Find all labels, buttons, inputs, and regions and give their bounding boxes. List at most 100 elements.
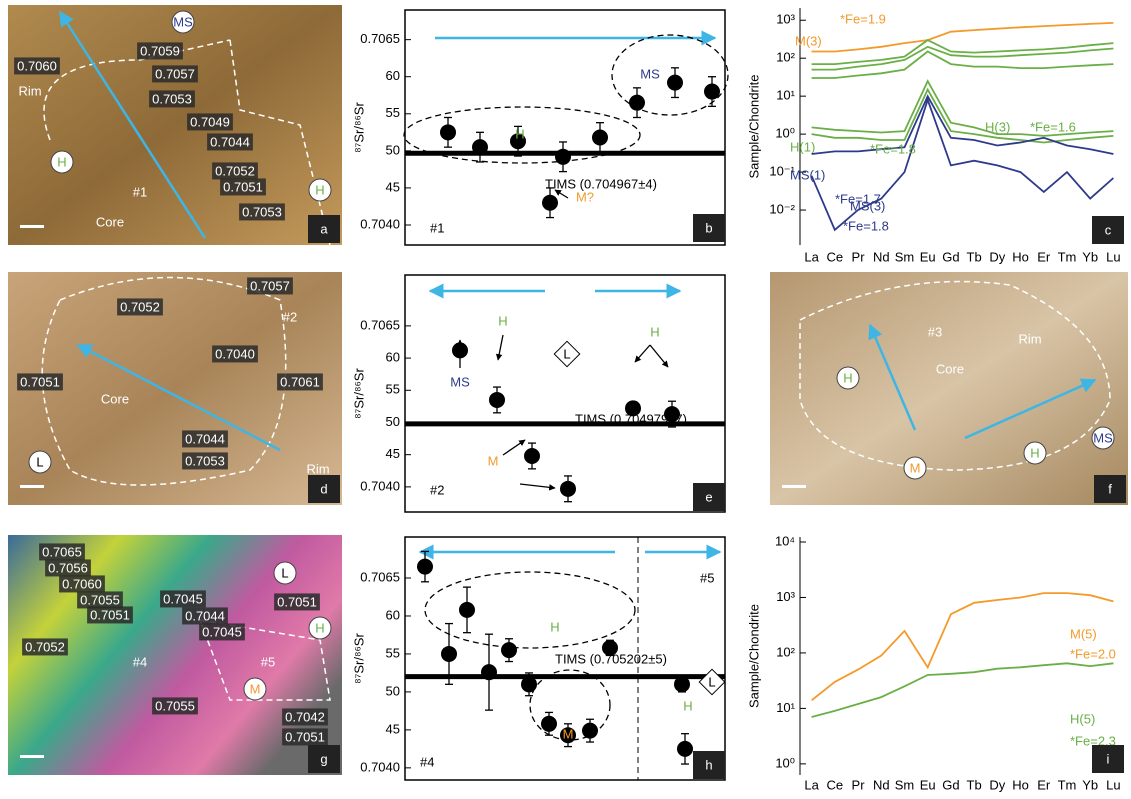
x-tick-label: La <box>804 777 819 792</box>
y-tick-label: 10⁰ <box>775 126 795 141</box>
annotation: #2 <box>430 482 444 497</box>
spot-value: 0.7060 <box>17 58 57 73</box>
data-point <box>664 406 680 422</box>
spot-value: 0.7045 <box>163 591 203 606</box>
marker-label: L <box>36 454 43 469</box>
y-tick-label: 10² <box>776 644 795 659</box>
series-label: H(1) <box>790 139 815 154</box>
marker-label: M <box>910 460 921 475</box>
group-label: H <box>498 313 507 328</box>
marker-label: MS <box>173 14 193 29</box>
photo-label: Rim <box>18 83 41 98</box>
photo-label: #4 <box>133 654 147 669</box>
y-tick-label: 10² <box>776 50 795 65</box>
x-tick-label: Sm <box>895 777 915 792</box>
panel-letter: b <box>705 220 712 235</box>
group-label: M <box>488 453 499 468</box>
annotation: *Fe=1.6 <box>1030 119 1076 134</box>
data-point <box>555 149 571 165</box>
annotation: #5 <box>700 570 714 585</box>
marker-label: H <box>1030 445 1039 460</box>
spot-value: 0.7052 <box>120 299 160 314</box>
data-point <box>501 642 517 658</box>
photo-label: #5 <box>261 654 275 669</box>
annotation: *Fe=1.8 <box>843 218 889 233</box>
panel-letter: h <box>705 757 712 772</box>
y-tick-label: 60 <box>386 350 400 365</box>
x-tick-label: Eu <box>920 777 936 792</box>
series-line <box>812 593 1114 700</box>
data-point <box>541 716 557 732</box>
scale-bar <box>20 485 44 488</box>
data-point <box>560 481 576 497</box>
group-outline <box>425 572 635 648</box>
group-label: M <box>563 726 574 741</box>
y-tick-label: 0.7040 <box>360 478 400 493</box>
scale-bar <box>782 485 806 488</box>
annotation: #4 <box>420 754 434 769</box>
data-point <box>625 400 641 416</box>
panel-letter: e <box>705 489 712 504</box>
panel-letter: g <box>320 751 327 766</box>
annotation: *Fe=1.7 <box>835 191 881 206</box>
pointer-arrow <box>503 440 525 455</box>
x-tick-label: Pr <box>852 249 866 264</box>
panel-letter: f <box>1108 481 1112 496</box>
x-tick-label: Tm <box>1058 777 1077 792</box>
y-tick-label: 55 <box>386 105 400 120</box>
spot-value: 0.7044 <box>210 134 250 149</box>
x-tick-label: La <box>804 249 819 264</box>
group-label: M? <box>576 189 594 204</box>
pointer-arrow <box>650 345 668 367</box>
annotation: *Fe=1.8 <box>870 141 916 156</box>
x-tick-label: Tb <box>967 777 982 792</box>
group-label: H <box>515 126 524 141</box>
data-point <box>542 195 558 211</box>
group-label: H <box>550 619 559 634</box>
y-tick-label: 55 <box>386 382 400 397</box>
photo-label: Core <box>96 214 124 229</box>
y-tick-label: 0.7065 <box>360 569 400 584</box>
x-tick-label: Yb <box>1082 777 1098 792</box>
marker-label: M <box>250 681 261 696</box>
x-tick-label: Gd <box>942 249 959 264</box>
photo-label: Core <box>936 361 964 376</box>
marker-label: H <box>843 370 852 385</box>
spot-value: 0.7052 <box>215 163 255 178</box>
data-point <box>481 664 497 680</box>
spot-value: 0.7056 <box>48 560 88 575</box>
x-tick-label: Lu <box>1106 777 1120 792</box>
spot-value: 0.7060 <box>62 576 102 591</box>
y-tick-label: 45 <box>386 721 400 736</box>
y-tick-label: 0.7065 <box>360 317 400 332</box>
spot-value: 0.7057 <box>155 66 195 81</box>
spot-value: 0.7059 <box>140 43 180 58</box>
x-tick-label: Ho <box>1012 777 1029 792</box>
x-tick-label: Tb <box>967 249 982 264</box>
x-tick-label: Gd <box>942 777 959 792</box>
x-tick-label: Nd <box>873 777 890 792</box>
x-tick-label: Tm <box>1058 249 1077 264</box>
spot-value: 0.7051 <box>90 607 130 622</box>
y-tick-label: 60 <box>386 607 400 622</box>
group-label: MS <box>450 374 470 389</box>
y-tick-label: 10⁴ <box>775 533 795 548</box>
panel-letter: i <box>1107 751 1110 766</box>
group-label: MS <box>640 66 660 81</box>
group-label: H <box>650 324 659 339</box>
photo-label: #2 <box>283 309 297 324</box>
spot-value: 0.7065 <box>42 544 82 559</box>
x-tick-label: Nd <box>873 249 890 264</box>
x-tick-label: Er <box>1037 249 1051 264</box>
series-label: MS(1) <box>790 167 825 182</box>
spot-value: 0.7051 <box>223 179 263 194</box>
spot-value: 0.7045 <box>202 624 242 639</box>
data-point <box>629 95 645 111</box>
series-label: M(5) <box>1070 626 1097 641</box>
micrograph <box>8 5 342 245</box>
marker-label: H <box>57 154 66 169</box>
y-tick-label: 0.7040 <box>360 216 400 231</box>
data-point <box>704 84 720 100</box>
marker-label: H <box>315 182 324 197</box>
data-point <box>472 139 488 155</box>
